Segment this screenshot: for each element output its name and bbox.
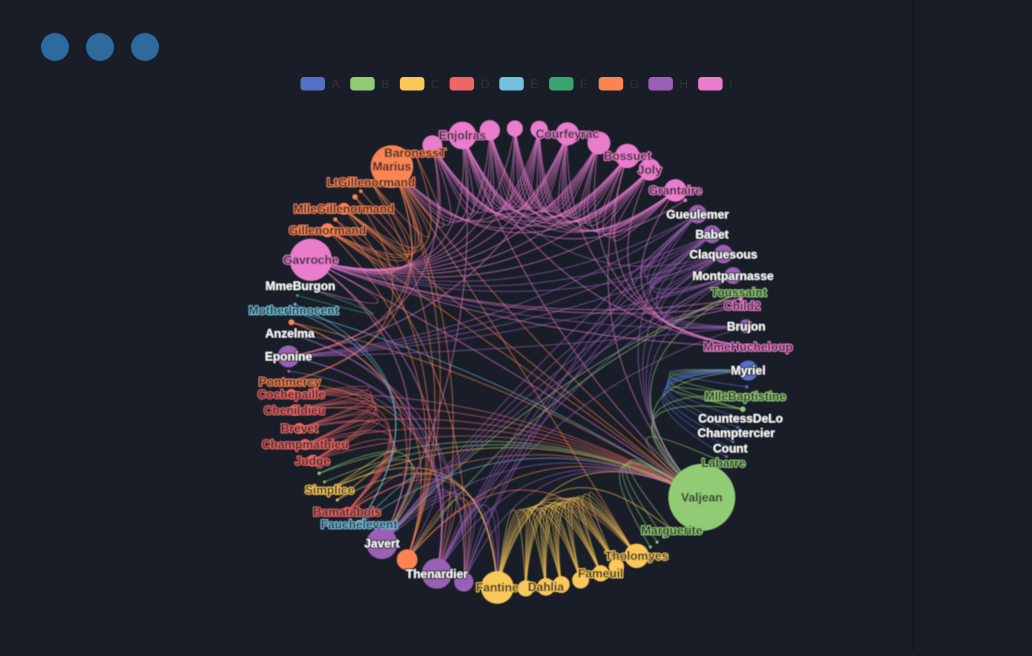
svg-text:Thenardier: Thenardier — [406, 567, 468, 581]
svg-text:C: C — [431, 77, 440, 91]
svg-text:Cochepaille: Cochepaille — [258, 387, 326, 401]
svg-text:CountessDeLo: CountessDeLo — [698, 411, 783, 425]
svg-text:Claquesous: Claquesous — [689, 247, 757, 261]
svg-text:Champmathieu: Champmathieu — [262, 438, 349, 452]
svg-text:Fameuil: Fameuil — [578, 567, 623, 581]
svg-text:MotherInnocent: MotherInnocent — [249, 304, 339, 318]
svg-text:Labarre: Labarre — [701, 456, 745, 470]
svg-text:Javert: Javert — [364, 537, 399, 551]
svg-text:MmeHucheloup: MmeHucheloup — [704, 340, 793, 354]
svg-text:Gueulemer: Gueulemer — [666, 207, 729, 221]
svg-text:Marguerite: Marguerite — [641, 523, 703, 537]
svg-text:A: A — [332, 77, 340, 91]
svg-text:Judge: Judge — [295, 454, 331, 468]
svg-text:Babet: Babet — [695, 227, 728, 241]
svg-text:B: B — [381, 77, 389, 91]
svg-text:Toussaint: Toussaint — [711, 286, 767, 300]
svg-text:Pontmercy: Pontmercy — [259, 375, 321, 389]
svg-text:I: I — [729, 77, 732, 91]
svg-text:E: E — [530, 77, 538, 91]
svg-text:Count: Count — [713, 441, 748, 455]
svg-text:Simplice: Simplice — [305, 483, 355, 497]
svg-text:Joly: Joly — [638, 163, 662, 177]
svg-text:MmeBurgon: MmeBurgon — [265, 279, 335, 293]
svg-text:Dahlia: Dahlia — [528, 580, 564, 594]
svg-text:Champtercier: Champtercier — [698, 426, 776, 440]
svg-text:Child2: Child2 — [724, 299, 761, 313]
svg-text:Chenildieu: Chenildieu — [264, 403, 325, 417]
svg-text:MlleGillenormand: MlleGillenormand — [294, 202, 395, 216]
svg-text:D: D — [481, 77, 490, 91]
svg-text:Enjolras: Enjolras — [439, 129, 487, 143]
svg-text:Anzelma: Anzelma — [265, 327, 315, 341]
svg-text:Eponine: Eponine — [265, 350, 313, 364]
svg-text:Marius: Marius — [373, 160, 412, 174]
svg-text:Brujon: Brujon — [727, 319, 766, 333]
svg-text:Courfeyrac: Courfeyrac — [536, 127, 600, 141]
svg-text:Fantine: Fantine — [476, 581, 519, 595]
svg-text:BaronessT: BaronessT — [384, 146, 447, 160]
svg-text:LtGillenormand: LtGillenormand — [327, 175, 416, 189]
svg-text:Valjean: Valjean — [681, 491, 722, 505]
svg-text:Bossuet: Bossuet — [604, 149, 651, 163]
svg-text:Fauchelevent: Fauchelevent — [321, 517, 398, 531]
svg-text:MlleBaptistine: MlleBaptistine — [705, 389, 787, 403]
svg-text:Montparnasse: Montparnasse — [692, 269, 774, 283]
svg-text:Gillenormand: Gillenormand — [289, 224, 366, 238]
svg-text:Brevet: Brevet — [281, 422, 318, 436]
svg-text:H: H — [679, 77, 688, 91]
svg-text:Myriel: Myriel — [731, 364, 766, 378]
svg-text:Bamatabois: Bamatabois — [313, 505, 381, 519]
svg-text:Tholomyes: Tholomyes — [605, 549, 669, 563]
svg-text:Gavroche: Gavroche — [283, 253, 339, 267]
svg-text:F: F — [580, 77, 587, 91]
svg-text:Grantaire: Grantaire — [649, 184, 703, 198]
svg-text:G: G — [630, 77, 639, 91]
